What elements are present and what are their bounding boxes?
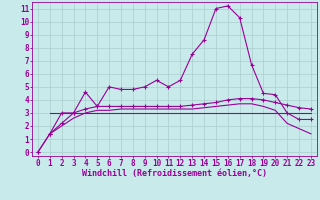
X-axis label: Windchill (Refroidissement éolien,°C): Windchill (Refroidissement éolien,°C) [82, 169, 267, 178]
